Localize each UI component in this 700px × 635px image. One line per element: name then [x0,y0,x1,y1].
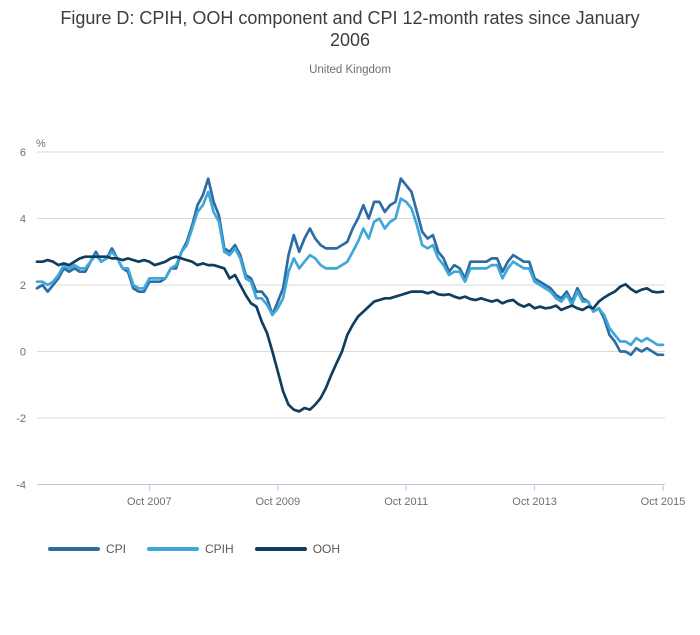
y-axis-unit-label: % [36,138,46,150]
ooh-line-swatch [254,547,307,551]
legend-item-cpi: CPI [48,542,147,556]
series-line-ooh [35,255,665,413]
cpih-line-swatch [147,547,200,551]
y-axis-tick-label: 2 [20,280,26,292]
chart-legend: CPI CPIH OOH [48,541,361,557]
cpi-line-swatch [48,547,100,551]
x-axis-tick-label: Oct 2013 [512,496,557,508]
chart-subtitle: United Kingdom [309,64,391,76]
x-axis-tick-label: Oct 2009 [255,496,300,508]
series-line-cpih [35,190,665,347]
legend-label-cpih: CPIH [205,542,234,556]
chart-header: Figure D: CPIH, OOH component and CPI 12… [40,7,660,76]
y-axis-tick-label: 4 [20,214,26,226]
y-axis-tick-label: 0 [20,347,26,359]
legend-item-cpih: CPIH [147,542,255,556]
legend-label-cpi: CPI [106,542,127,556]
legend-item-ooh: OOH [254,542,361,556]
x-axis-tick-label: Oct 2011 [384,496,428,508]
x-axis-tick-label: Oct 2015 [641,496,686,508]
y-axis-tick-label: -2 [16,413,26,425]
x-axis-tick-label: Oct 2007 [127,496,172,508]
chart-title: Figure D: CPIH, OOH component and CPI 12… [60,8,640,50]
legend-label-ooh: OOH [312,542,341,556]
series-line-cpi [35,177,665,357]
y-axis-tick-label: -4 [16,480,26,492]
y-axis-tick-label: 6 [20,147,26,159]
